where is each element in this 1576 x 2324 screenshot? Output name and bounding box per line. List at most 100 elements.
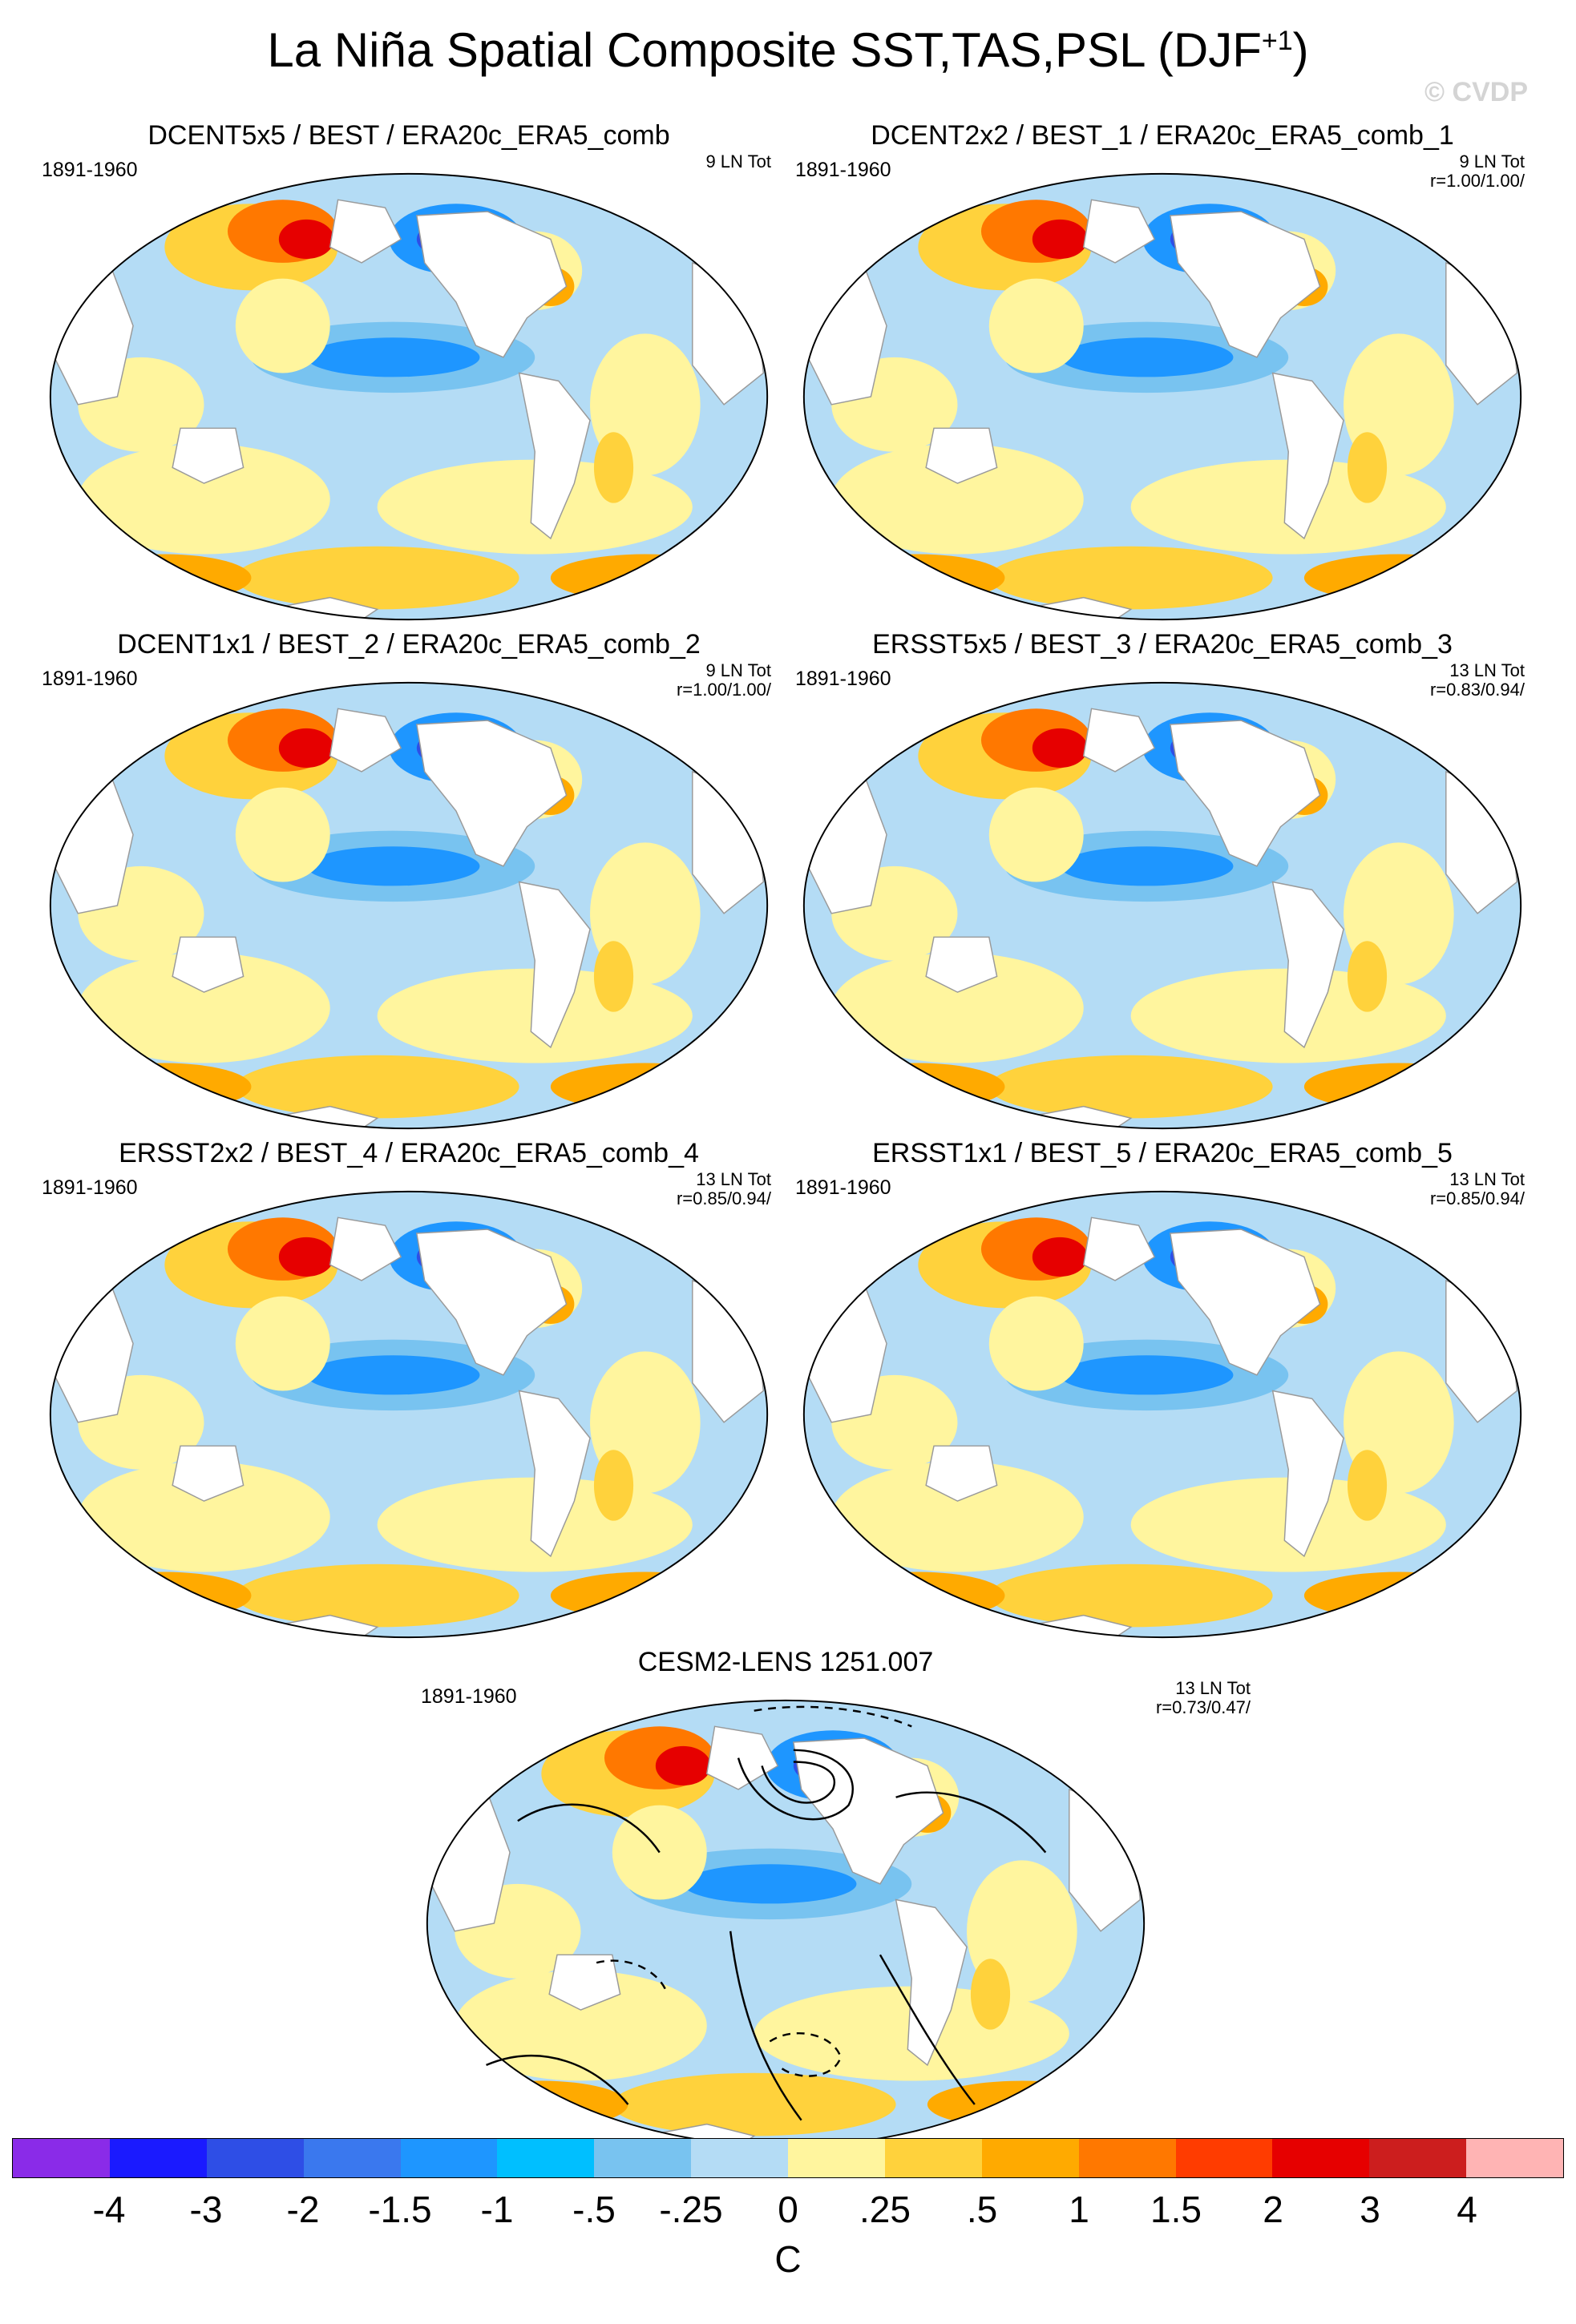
colorbar-swatch [109, 2139, 207, 2177]
colorbar-tick-label: .25 [859, 2189, 911, 2230]
colorbar-tick-label: -.5 [572, 2189, 616, 2230]
map-border [802, 1190, 1522, 1639]
map-panel-2: DCENT2x2 / BEST_1 / ERA20c_ERA5_comb_1 1… [794, 120, 1531, 633]
psl-contours [486, 1705, 1047, 2121]
panel-correlation: r=0.85/0.94/ [676, 1188, 771, 1208]
panel-period: 1891-1960 [42, 668, 138, 690]
composite-map [802, 172, 1522, 621]
colorbar-swatch [1078, 2139, 1176, 2177]
panel-count-block: 13 LN Tot r=0.85/0.94/ [677, 1170, 771, 1208]
panel-correlation: r=1.00/1.00/ [676, 680, 771, 700]
colorbar-tick-label: 4 [1457, 2189, 1477, 2230]
map-panel-3: DCENT1x1 / BEST_2 / ERA20c_ERA5_comb_2 1… [40, 629, 778, 1142]
colorbar-swatch [1369, 2139, 1467, 2177]
figure-title-superscript: +1 [1261, 26, 1293, 56]
colorbar-swatch [1175, 2139, 1273, 2177]
figure-title: La Niña Spatial Composite SST,TAS,PSL (D… [0, 22, 1576, 78]
figure-title-text: La Niña Spatial Composite SST,TAS,PSL (D… [267, 23, 1262, 77]
map-border [802, 681, 1522, 1130]
colorbar-swatch [788, 2139, 885, 2177]
colorbar-swatch [691, 2139, 788, 2177]
colorbar-tick-label: -.25 [659, 2189, 723, 2230]
colorbar-tick-label: -2 [286, 2189, 320, 2230]
panel-count-block: 9 LN Tot [705, 152, 771, 171]
panel-count: 13 LN Tot [696, 1169, 771, 1189]
land-outline [54, 1216, 765, 1638]
anomaly-shading [78, 708, 740, 1119]
panel-period: 1891-1960 [42, 159, 138, 181]
colorbar-tick-label: .5 [966, 2189, 998, 2230]
panel-count: 13 LN Tot [1449, 660, 1525, 680]
composite-map [802, 1190, 1522, 1639]
panel-correlation: r=0.83/0.94/ [1429, 680, 1525, 700]
panel-correlation: r=0.73/0.47/ [1155, 1697, 1251, 1717]
panel-title: DCENT1x1 / BEST_2 / ERA20c_ERA5_comb_2 [117, 629, 701, 660]
map-field [50, 1191, 768, 1638]
panel-count-block: 13 LN Tot r=0.85/0.94/ [1430, 1170, 1525, 1208]
colorbar-swatch [981, 2139, 1079, 2177]
panel-count: 9 LN Tot [1459, 151, 1525, 171]
map-field [803, 682, 1521, 1129]
panel-count: 13 LN Tot [1175, 1678, 1251, 1698]
map-border [49, 1190, 769, 1639]
map-field [426, 1700, 1145, 2147]
cvdp-watermark: © CVDP [1424, 77, 1528, 107]
panel-correlation: r=0.85/0.94/ [1429, 1188, 1525, 1208]
map-panel-6: ERSST1x1 / BEST_5 / ERA20c_ERA5_comb_5 1… [794, 1138, 1531, 1651]
panel-count: 9 LN Tot [705, 660, 771, 680]
colorbar-tick-label: 2 [1263, 2189, 1283, 2230]
anomaly-shading [78, 200, 740, 610]
panel-title: DCENT2x2 / BEST_1 / ERA20c_ERA5_comb_1 [871, 120, 1454, 151]
panel-title: CESM2-LENS 1251.007 [637, 1647, 934, 1677]
panel-count-block: 9 LN Tot r=1.00/1.00/ [677, 661, 771, 700]
panel-count-block: 9 LN Tot r=1.00/1.00/ [1430, 152, 1525, 191]
colorbar-tick-label: 1.5 [1150, 2189, 1202, 2230]
map-field [803, 173, 1521, 620]
composite-map [802, 681, 1522, 1130]
map-field [50, 173, 768, 620]
colorbar-swatch [206, 2139, 304, 2177]
composite-map [49, 172, 769, 621]
panel-title: ERSST2x2 / BEST_4 / ERA20c_ERA5_comb_4 [119, 1138, 699, 1168]
composite-map [49, 1190, 769, 1639]
colorbar-swatch [13, 2139, 110, 2177]
colorbar-tick-label: -1.5 [368, 2189, 432, 2230]
map-border [49, 172, 769, 621]
land-outline [807, 199, 1518, 620]
colorbar-tick-label: 3 [1360, 2189, 1380, 2230]
panel-period: 1891-1960 [421, 1685, 517, 1708]
map-field [803, 1191, 1521, 1638]
land-outline [54, 708, 765, 1129]
panel-count: 13 LN Tot [1449, 1169, 1525, 1189]
colorbar-tick-label: 1 [1069, 2189, 1089, 2230]
colorbar-swatch [303, 2139, 401, 2177]
figure-title-close: ) [1292, 23, 1309, 77]
map-border [49, 681, 769, 1130]
panel-correlation: r=1.00/1.00/ [1429, 171, 1525, 191]
panel-count-block: 13 LN Tot r=0.73/0.47/ [1156, 1679, 1251, 1717]
map-panel-1: DCENT5x5 / BEST / ERA20c_ERA5_comb 1891-… [40, 120, 778, 633]
panel-count: 9 LN Tot [705, 151, 771, 171]
map-panel-7: CESM2-LENS 1251.007 1891-1960 13 LN Tot r… [417, 1647, 1251, 2160]
panel-period: 1891-1960 [795, 1176, 891, 1199]
panel-title: ERSST5x5 / BEST_3 / ERA20c_ERA5_comb_3 [872, 629, 1453, 660]
colorbar [12, 2138, 1564, 2178]
panel-title: DCENT5x5 / BEST / ERA20c_ERA5_comb [147, 120, 670, 151]
panel-title: ERSST1x1 / BEST_5 / ERA20c_ERA5_comb_5 [872, 1138, 1453, 1168]
colorbar-tick-label: -1 [480, 2189, 514, 2230]
panel-period: 1891-1960 [795, 159, 891, 181]
composite-map [49, 681, 769, 1130]
composite-map [426, 1699, 1146, 2148]
colorbar-tick-label: 0 [778, 2189, 798, 2230]
colorbar-units: C [774, 2238, 802, 2280]
colorbar-swatch [1272, 2139, 1370, 2177]
colorbar-swatch [1466, 2139, 1563, 2177]
panel-period: 1891-1960 [795, 668, 891, 690]
map-field [50, 682, 768, 1129]
panel-count-block: 13 LN Tot r=0.83/0.94/ [1430, 661, 1525, 700]
colorbar-labels: -4 -3 -2 -1.5 -1 -.5 -.25 0 .25 .5 1 1.5 2 3 4 [12, 2188, 1564, 2236]
map-panel-4: ERSST5x5 / BEST_3 / ERA20c_ERA5_comb_3 1… [794, 629, 1531, 1142]
colorbar-swatch [594, 2139, 692, 2177]
colorbar-swatch [884, 2139, 982, 2177]
colorbar-swatch [400, 2139, 498, 2177]
